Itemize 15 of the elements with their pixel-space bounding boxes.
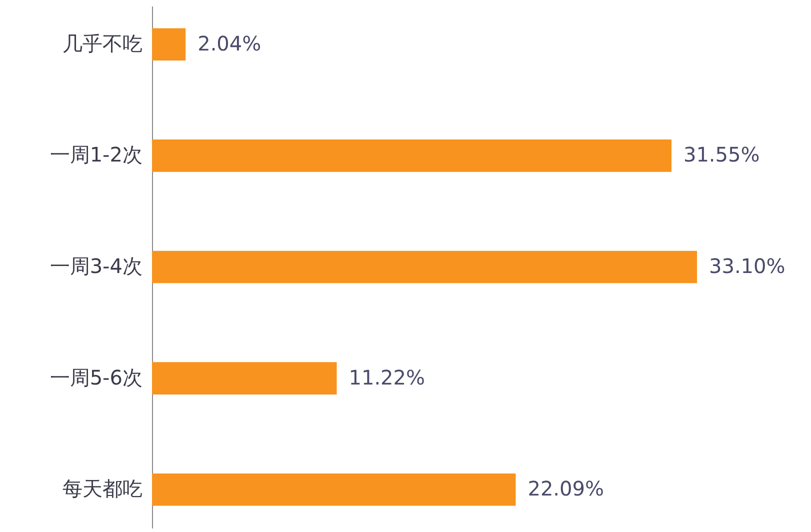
y-tick-label: 一周1-2次 bbox=[50, 142, 142, 167]
bar bbox=[152, 473, 516, 506]
y-tick-label: 一周3-4次 bbox=[50, 254, 142, 278]
y-tick-label: 一周5-6次 bbox=[50, 365, 142, 390]
bar bbox=[152, 140, 672, 172]
bar bbox=[152, 28, 186, 61]
data-label: 2.04% bbox=[198, 31, 262, 56]
data-label: 11.22% bbox=[348, 365, 426, 390]
bar bbox=[152, 250, 697, 284]
data-label: 22.09% bbox=[528, 476, 604, 501]
y-tick-label: 几乎不吃 bbox=[62, 31, 142, 56]
data-label: 31.55% bbox=[683, 142, 760, 167]
y-tick-label: 每天都吃 bbox=[62, 476, 142, 501]
bar bbox=[152, 362, 337, 394]
data-label: 33.10% bbox=[709, 254, 786, 278]
